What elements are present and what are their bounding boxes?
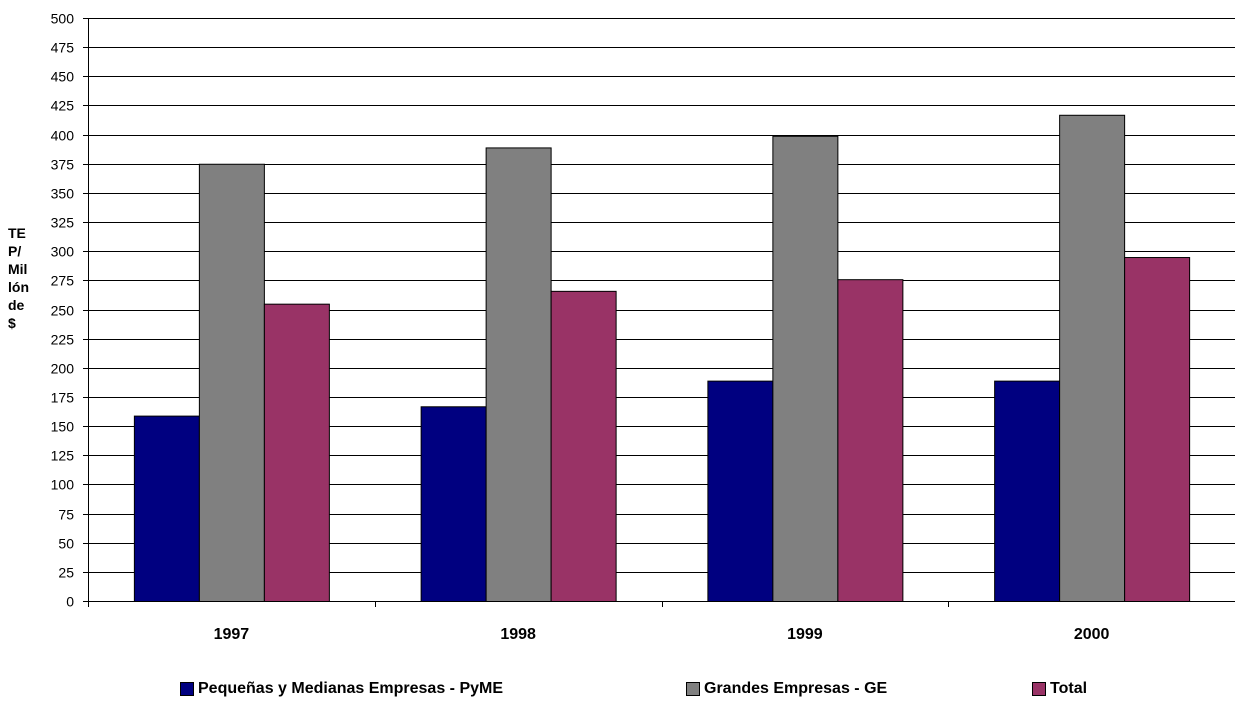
- y-axis-label-line: TE: [8, 225, 26, 241]
- y-tick-label: 150: [51, 419, 75, 435]
- y-axis-label-line: Mil: [8, 261, 28, 277]
- y-tick-label: 25: [58, 565, 74, 581]
- bar: [485, 147, 552, 602]
- bar: [1124, 257, 1191, 602]
- bar: [772, 135, 839, 603]
- y-tick-label: 425: [51, 98, 75, 114]
- y-tick-label: 300: [51, 244, 75, 260]
- y-tick-label: 175: [51, 390, 75, 406]
- legend-label-total: Total: [1050, 680, 1088, 697]
- legend-swatch-ge: [686, 682, 700, 696]
- bar: [198, 163, 265, 602]
- bar: [837, 279, 904, 602]
- y-tick-label: 225: [51, 332, 75, 348]
- y-tick-label: 450: [51, 69, 75, 85]
- bar: [420, 406, 487, 603]
- bar: [550, 290, 617, 602]
- y-tick-label: 350: [51, 186, 75, 202]
- y-tick-label: 250: [51, 303, 75, 319]
- legend-swatch-total: [1032, 682, 1046, 696]
- y-tick-label: 475: [51, 40, 75, 56]
- y-axis-label-line: lón: [8, 279, 29, 295]
- y-axis-label-line: $: [8, 315, 16, 331]
- legend-item-ge: Grandes Empresas - GE: [686, 680, 887, 698]
- bar: [707, 380, 774, 602]
- bar-chart: 0 25 50 75 100 125 150 175 200 225 250 275 300 325 350…: [51, 11, 1235, 643]
- y-tick-label: 200: [51, 361, 75, 377]
- legend-item-pyme: Pequeñas y Medianas Empresas - PyME: [180, 680, 503, 698]
- bar: [994, 380, 1061, 602]
- legend-swatch-pyme: [180, 682, 194, 696]
- x-tick-label: 1998: [500, 626, 536, 643]
- y-axis-label: TE P/ Mil lón de $: [8, 224, 42, 332]
- y-axis-label-line: P/: [8, 243, 22, 259]
- y-tick-label: 100: [51, 477, 75, 493]
- y-tick-label: 75: [58, 507, 74, 523]
- y-tick-label: 400: [51, 128, 75, 144]
- y-axis-label-line: de: [8, 297, 25, 313]
- x-tick-label: 2000: [1074, 626, 1110, 643]
- y-tick-label: 125: [51, 448, 75, 464]
- y-tick-label: 0: [66, 594, 74, 610]
- y-tick-label: 275: [51, 273, 75, 289]
- legend: Pequeñas y Medianas Empresas - PyME Gran…: [0, 680, 1235, 702]
- x-tick-label: 1997: [214, 626, 250, 643]
- bar: [263, 303, 330, 602]
- legend-item-total: Total: [1032, 680, 1087, 698]
- y-tick-label: 325: [51, 215, 75, 231]
- y-tick-label: 500: [51, 11, 75, 27]
- legend-label-ge: Grandes Empresas - GE: [704, 680, 888, 697]
- legend-label-pyme: Pequeñas y Medianas Empresas - PyME: [198, 680, 504, 697]
- x-tick-label: 1999: [787, 626, 823, 643]
- y-tick-label: 375: [51, 157, 75, 173]
- y-tick-label: 50: [58, 536, 74, 552]
- bar: [1059, 114, 1126, 602]
- bar: [133, 415, 200, 602]
